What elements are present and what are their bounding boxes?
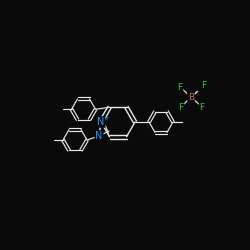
Text: F: F bbox=[178, 82, 182, 92]
Text: F: F bbox=[202, 82, 206, 90]
Text: +: + bbox=[103, 115, 109, 121]
Text: F: F bbox=[178, 102, 184, 112]
Text: N: N bbox=[95, 131, 103, 141]
Text: B: B bbox=[188, 92, 194, 102]
Text: N: N bbox=[97, 117, 105, 127]
Text: F: F bbox=[200, 102, 204, 112]
